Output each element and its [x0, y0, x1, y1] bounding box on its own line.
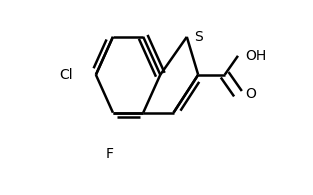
- Text: O: O: [245, 87, 256, 101]
- Text: OH: OH: [245, 49, 267, 63]
- Text: F: F: [105, 147, 113, 161]
- Text: Cl: Cl: [59, 68, 73, 82]
- Text: S: S: [194, 30, 203, 44]
